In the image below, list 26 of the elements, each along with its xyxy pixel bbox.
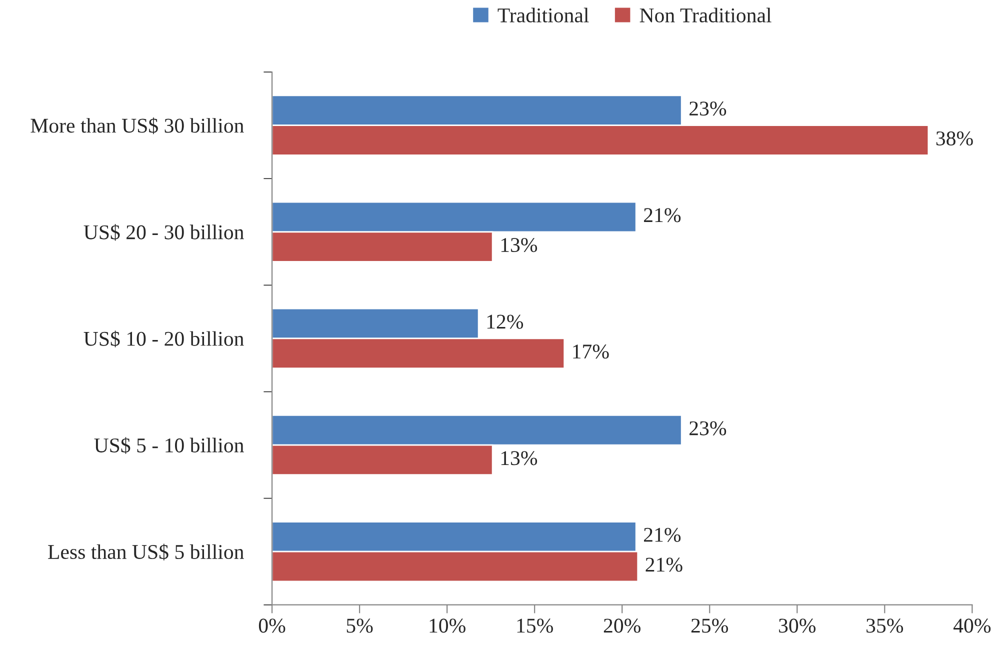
data-label: 21% <box>644 208 681 222</box>
x-tick-label: 15% <box>517 618 553 633</box>
data-label: 23% <box>690 421 726 436</box>
x-tick-label: 40% <box>953 618 991 633</box>
data-label: 21% <box>644 528 681 542</box>
y-tick-label: More than US$ 30 billion <box>30 117 244 134</box>
data-label: 23% <box>690 102 726 116</box>
x-tick-label: 20% <box>604 618 640 633</box>
x-tick-label: 30% <box>779 618 816 633</box>
data-label: 21% <box>646 558 682 572</box>
y-tick-label: Less than US$ 5 billion <box>48 544 244 560</box>
y-tick-label: US$ 20 - 30 billion <box>84 224 244 241</box>
data-label: 12% <box>487 314 524 329</box>
x-tick-label: 10% <box>430 618 466 633</box>
x-tick-label: 0% <box>258 618 286 633</box>
y-tick-label: US$ 5 - 10 billion <box>94 437 244 454</box>
legend-label: Traditional <box>498 8 589 22</box>
data-label: 13% <box>501 238 538 252</box>
legend-label: Non Traditional <box>640 8 772 22</box>
data-label: 17% <box>573 344 609 359</box>
x-tick-label: 35% <box>866 618 904 633</box>
x-tick-label: 5% <box>346 618 373 633</box>
y-tick-label: US$ 10 - 20 billion <box>84 330 244 348</box>
x-tick-label: 25% <box>691 618 728 633</box>
data-label: 38% <box>936 131 973 146</box>
data-label: 13% <box>501 451 538 466</box>
